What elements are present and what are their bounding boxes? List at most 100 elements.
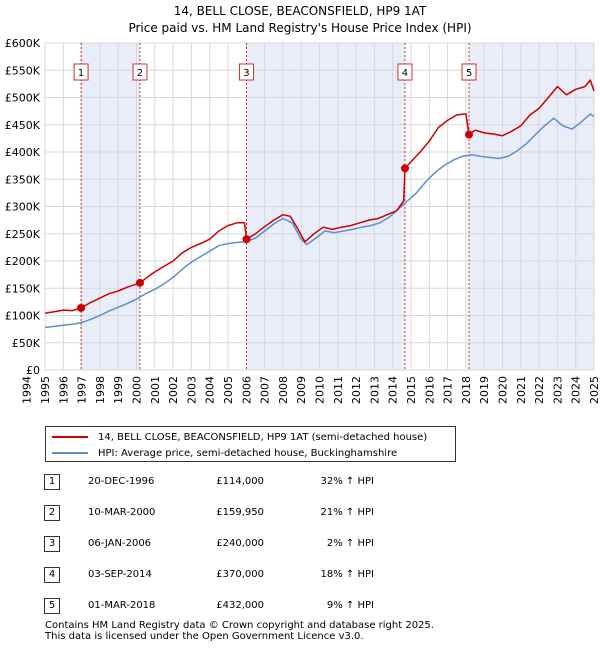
transaction-number: 3 — [44, 536, 60, 552]
x-tick-label: 2020 — [497, 376, 510, 404]
sale-point — [400, 164, 409, 173]
table-row: 3 06-JAN-2006 £240,000 2% ↑ HPI — [44, 536, 394, 552]
transaction-number: 5 — [44, 598, 60, 614]
x-tick-label: 2016 — [423, 376, 436, 404]
sale-point — [242, 235, 251, 244]
x-tick-label: 1999 — [112, 376, 125, 404]
x-tick-label: 2005 — [222, 376, 235, 404]
transaction-price: £240,000 — [216, 538, 264, 549]
sale-marker-box — [132, 63, 148, 81]
sale-marker-label: 2 — [137, 68, 143, 79]
y-tick-label: £550K — [5, 64, 41, 77]
transaction-hpi-diff: 21% ↑ HPI — [320, 507, 374, 518]
y-tick-label: £300K — [5, 201, 41, 214]
footer-line1: Contains HM Land Registry data © Crown c… — [45, 620, 434, 631]
chart-legend: 14, BELL CLOSE, BEACONSFIELD, HP9 1AT (s… — [45, 426, 456, 462]
legend-label-hpi: HPI: Average price, semi-detached house,… — [98, 447, 398, 459]
series-line-hpi — [44, 113, 595, 329]
y-tick-label: £600K — [5, 37, 41, 50]
chart-title-line2: Price paid vs. HM Land Registry's House … — [128, 21, 472, 35]
x-tick-label: 2009 — [295, 376, 308, 404]
sale-marker-box — [397, 63, 413, 81]
y-tick-label: £200K — [5, 255, 41, 268]
y-tick-label: £250K — [5, 228, 41, 241]
y-tick-label: £500K — [5, 92, 41, 105]
transaction-date: 03-SEP-2014 — [88, 569, 152, 580]
y-tick-label: £0 — [26, 364, 40, 377]
table-row: 2 10-MAR-2000 £159,950 21% ↑ HPI — [44, 505, 394, 521]
table-row: 5 01-MAR-2018 £432,000 9% ↑ HPI — [44, 598, 394, 614]
x-tick-label: 2004 — [204, 376, 217, 404]
x-tick-label: 2022 — [533, 376, 546, 404]
y-tick-label: £450K — [5, 119, 41, 132]
transaction-price: £114,000 — [216, 476, 264, 487]
transaction-price: £159,950 — [216, 507, 264, 518]
transaction-number: 1 — [44, 474, 60, 490]
footer-line2: This data is licensed under the Open Gov… — [45, 631, 364, 642]
chart-title-line1: 14, BELL CLOSE, BEACONSFIELD, HP9 1AT — [173, 4, 427, 18]
x-tick-label: 2003 — [185, 376, 198, 404]
x-tick-label: 2023 — [551, 376, 564, 404]
x-tick-label: 2014 — [387, 376, 400, 404]
x-tick-label: 1998 — [94, 376, 107, 404]
transaction-date: 10-MAR-2000 — [88, 507, 156, 518]
transaction-hpi-diff: 32% ↑ HPI — [320, 476, 374, 487]
x-tick-label: 2013 — [368, 376, 381, 404]
table-row: 1 20-DEC-1996 £114,000 32% ↑ HPI — [44, 474, 394, 490]
transaction-date: 06-JAN-2006 — [88, 538, 152, 549]
sale-marker-label: 1 — [78, 68, 84, 79]
y-tick-label: £100K — [5, 310, 41, 323]
transaction-date: 01-MAR-2018 — [88, 600, 156, 611]
transaction-hpi-diff: 2% ↑ HPI — [326, 538, 374, 549]
chart-title: 14, BELL CLOSE, BEACONSFIELD, HP9 1AT Pr… — [0, 3, 600, 37]
x-tick-label: 2024 — [570, 376, 583, 404]
x-tick-label: 2010 — [314, 376, 327, 404]
legend-swatch-property — [52, 436, 88, 438]
sale-marker-label: 4 — [402, 68, 408, 79]
x-tick-label: 2007 — [259, 376, 272, 404]
sale-marker-label: 5 — [466, 68, 472, 79]
transaction-date: 20-DEC-1996 — [88, 476, 155, 487]
transaction-hpi-diff: 18% ↑ HPI — [320, 569, 374, 580]
transaction-price: £432,000 — [216, 600, 264, 611]
sale-marker-label: 3 — [243, 68, 249, 79]
y-tick-label: £50K — [12, 337, 41, 350]
sale-marker-box — [461, 63, 477, 81]
series-line-property — [44, 79, 595, 315]
sale-point — [135, 278, 144, 287]
x-tick-label: 2012 — [350, 376, 363, 404]
sale-marker-box — [73, 63, 89, 81]
x-tick-label: 2025 — [588, 376, 600, 404]
sale-point — [77, 303, 86, 312]
x-tick-label: 2011 — [332, 376, 345, 404]
legend-swatch-hpi — [52, 452, 88, 454]
y-tick-label: £350K — [5, 173, 41, 186]
sale-marker-box — [238, 63, 254, 81]
x-tick-label: 2019 — [478, 376, 491, 404]
x-tick-label: 2006 — [240, 376, 253, 404]
y-tick-label: £400K — [5, 146, 41, 159]
table-row: 4 03-SEP-2014 £370,000 18% ↑ HPI — [44, 567, 394, 583]
x-tick-label: 1994 — [21, 376, 34, 404]
transaction-hpi-diff: 9% ↑ HPI — [326, 600, 374, 611]
x-tick-label: 2000 — [131, 376, 144, 404]
price-chart: 1 2 3 4 5 £0 £50K £100K £150K £200K £250K £300K £35… — [5, 37, 600, 404]
legend-item-hpi: HPI: Average price, semi-detached house,… — [52, 446, 397, 460]
x-tick-label: 2018 — [460, 376, 473, 404]
sale-point — [465, 130, 474, 139]
legend-label-property: 14, BELL CLOSE, BEACONSFIELD, HP9 1AT (s… — [98, 431, 428, 443]
x-tick-label: 1995 — [39, 376, 52, 404]
transaction-price: £370,000 — [216, 569, 264, 580]
x-tick-label: 2001 — [149, 376, 162, 404]
x-tick-label: 1996 — [57, 376, 70, 404]
x-tick-label: 2017 — [442, 376, 455, 404]
transaction-number: 2 — [44, 505, 60, 521]
y-tick-label: £150K — [5, 282, 41, 295]
x-tick-label: 2008 — [277, 376, 290, 404]
x-tick-label: 2015 — [405, 376, 418, 404]
legend-item-property: 14, BELL CLOSE, BEACONSFIELD, HP9 1AT (s… — [52, 430, 427, 444]
x-tick-label: 2021 — [515, 376, 528, 404]
x-tick-label: 2002 — [167, 376, 180, 404]
transaction-number: 4 — [44, 567, 60, 583]
footer-note: Contains HM Land Registry data © Crown c… — [45, 620, 585, 642]
